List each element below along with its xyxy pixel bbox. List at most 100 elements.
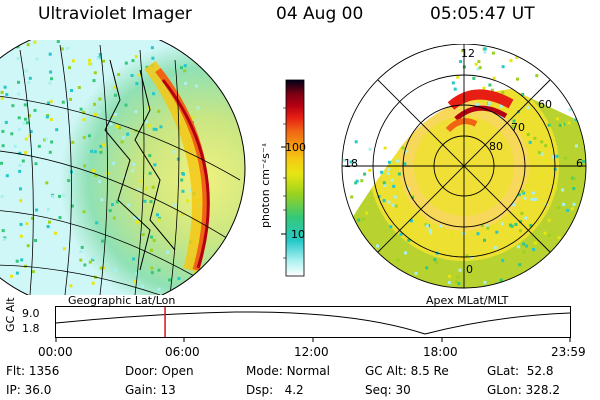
noise-speck	[554, 186, 558, 190]
noise-speck	[574, 144, 578, 148]
noise-speck	[581, 160, 585, 163]
noise-speck	[510, 224, 514, 228]
altitude-timeline	[55, 306, 571, 342]
noise-speck	[566, 208, 570, 212]
auroral-arc-outer	[144, 60, 206, 272]
noise-speck	[157, 109, 161, 113]
noise-speck	[530, 197, 534, 201]
noise-speck	[189, 115, 193, 119]
noise-speck	[152, 92, 156, 96]
noise-speck	[522, 250, 526, 254]
noise-speck	[47, 208, 50, 211]
noise-speck	[382, 199, 386, 203]
noise-speck	[501, 259, 505, 263]
noise-speck	[558, 123, 562, 127]
noise-speck	[20, 258, 24, 262]
noise-speck	[102, 143, 105, 147]
flight-info: Flt: 1356	[6, 364, 60, 378]
noise-speck	[83, 263, 87, 267]
dsp-value: 4.2	[284, 383, 304, 397]
mode-value: Normal	[286, 364, 330, 378]
noise-speck	[483, 50, 487, 54]
gc-alt-value: 8.5 Re	[410, 364, 449, 378]
noise-speck	[360, 179, 364, 183]
noise-speck	[451, 81, 455, 85]
noise-speck	[401, 146, 405, 150]
noise-speck	[34, 162, 38, 166]
noise-speck	[153, 163, 157, 167]
noise-speck	[491, 51, 495, 55]
coastline	[134, 69, 176, 251]
noise-speck	[173, 203, 177, 207]
noise-speck	[354, 140, 358, 144]
noise-speck	[82, 111, 86, 115]
noise-speck	[525, 244, 528, 248]
noise-speck	[18, 151, 22, 155]
noise-speck	[3, 237, 6, 241]
flight-value: 1356	[28, 364, 60, 378]
noise-speck	[28, 76, 32, 80]
noise-speck	[526, 106, 530, 110]
mlt-label-12: 12	[461, 47, 475, 60]
noise-speck	[82, 210, 86, 214]
noise-speck	[572, 202, 576, 206]
noise-speck	[101, 239, 104, 243]
noise-speck	[439, 224, 443, 228]
noise-speck	[343, 158, 346, 162]
noise-speck	[55, 128, 59, 132]
noise-speck	[196, 106, 200, 110]
noise-speck	[95, 221, 99, 225]
noise-speck	[29, 130, 33, 134]
noise-speck	[140, 179, 144, 183]
noise-speck	[138, 73, 142, 77]
noise-speck	[46, 101, 50, 105]
noise-speck	[99, 266, 103, 270]
dsp-info: Dsp: 4.2	[246, 383, 304, 397]
noise-speck	[485, 224, 489, 228]
colorbar-unit-label: photon cm⁻²s⁻¹	[262, 143, 272, 228]
noise-speck	[387, 200, 391, 204]
noise-speck	[549, 145, 553, 148]
noise-speck	[516, 77, 519, 81]
noise-speck	[414, 271, 418, 275]
noise-speck	[25, 222, 29, 226]
door-value: Open	[161, 364, 194, 378]
noise-speck	[390, 178, 394, 182]
noise-speck	[159, 125, 163, 129]
noise-speck	[45, 115, 49, 119]
noise-speck	[539, 174, 543, 178]
noise-speck	[516, 245, 520, 249]
noise-speck	[1, 229, 5, 233]
noise-speck	[92, 256, 96, 260]
noise-speck	[404, 149, 408, 153]
mlt-label-18: 18	[344, 157, 358, 170]
noise-speck	[23, 103, 27, 107]
noise-speck	[92, 169, 95, 173]
noise-speck	[522, 191, 526, 195]
noise-speck	[96, 56, 100, 60]
noise-speck	[24, 151, 28, 155]
noise-speck	[48, 150, 52, 154]
noise-speck	[478, 66, 482, 70]
noise-speck	[501, 65, 505, 69]
noise-speck	[24, 137, 28, 141]
noise-speck	[10, 274, 13, 278]
noise-speck	[13, 144, 17, 148]
noise-speck	[475, 103, 479, 107]
noise-speck	[376, 244, 379, 248]
noise-speck	[368, 168, 372, 172]
noise-speck	[567, 121, 571, 125]
coastline	[104, 59, 151, 271]
noise-speck	[571, 176, 575, 180]
noise-speck	[91, 281, 95, 285]
noise-speck	[181, 212, 185, 216]
noise-speck	[98, 180, 102, 184]
noise-speck	[483, 238, 486, 242]
noise-speck	[570, 207, 574, 211]
noise-speck	[386, 172, 390, 175]
noise-speck	[99, 150, 103, 154]
noise-speck	[93, 150, 97, 154]
noise-speck	[117, 73, 121, 76]
noise-speck	[543, 231, 547, 235]
noise-speck	[131, 169, 135, 173]
